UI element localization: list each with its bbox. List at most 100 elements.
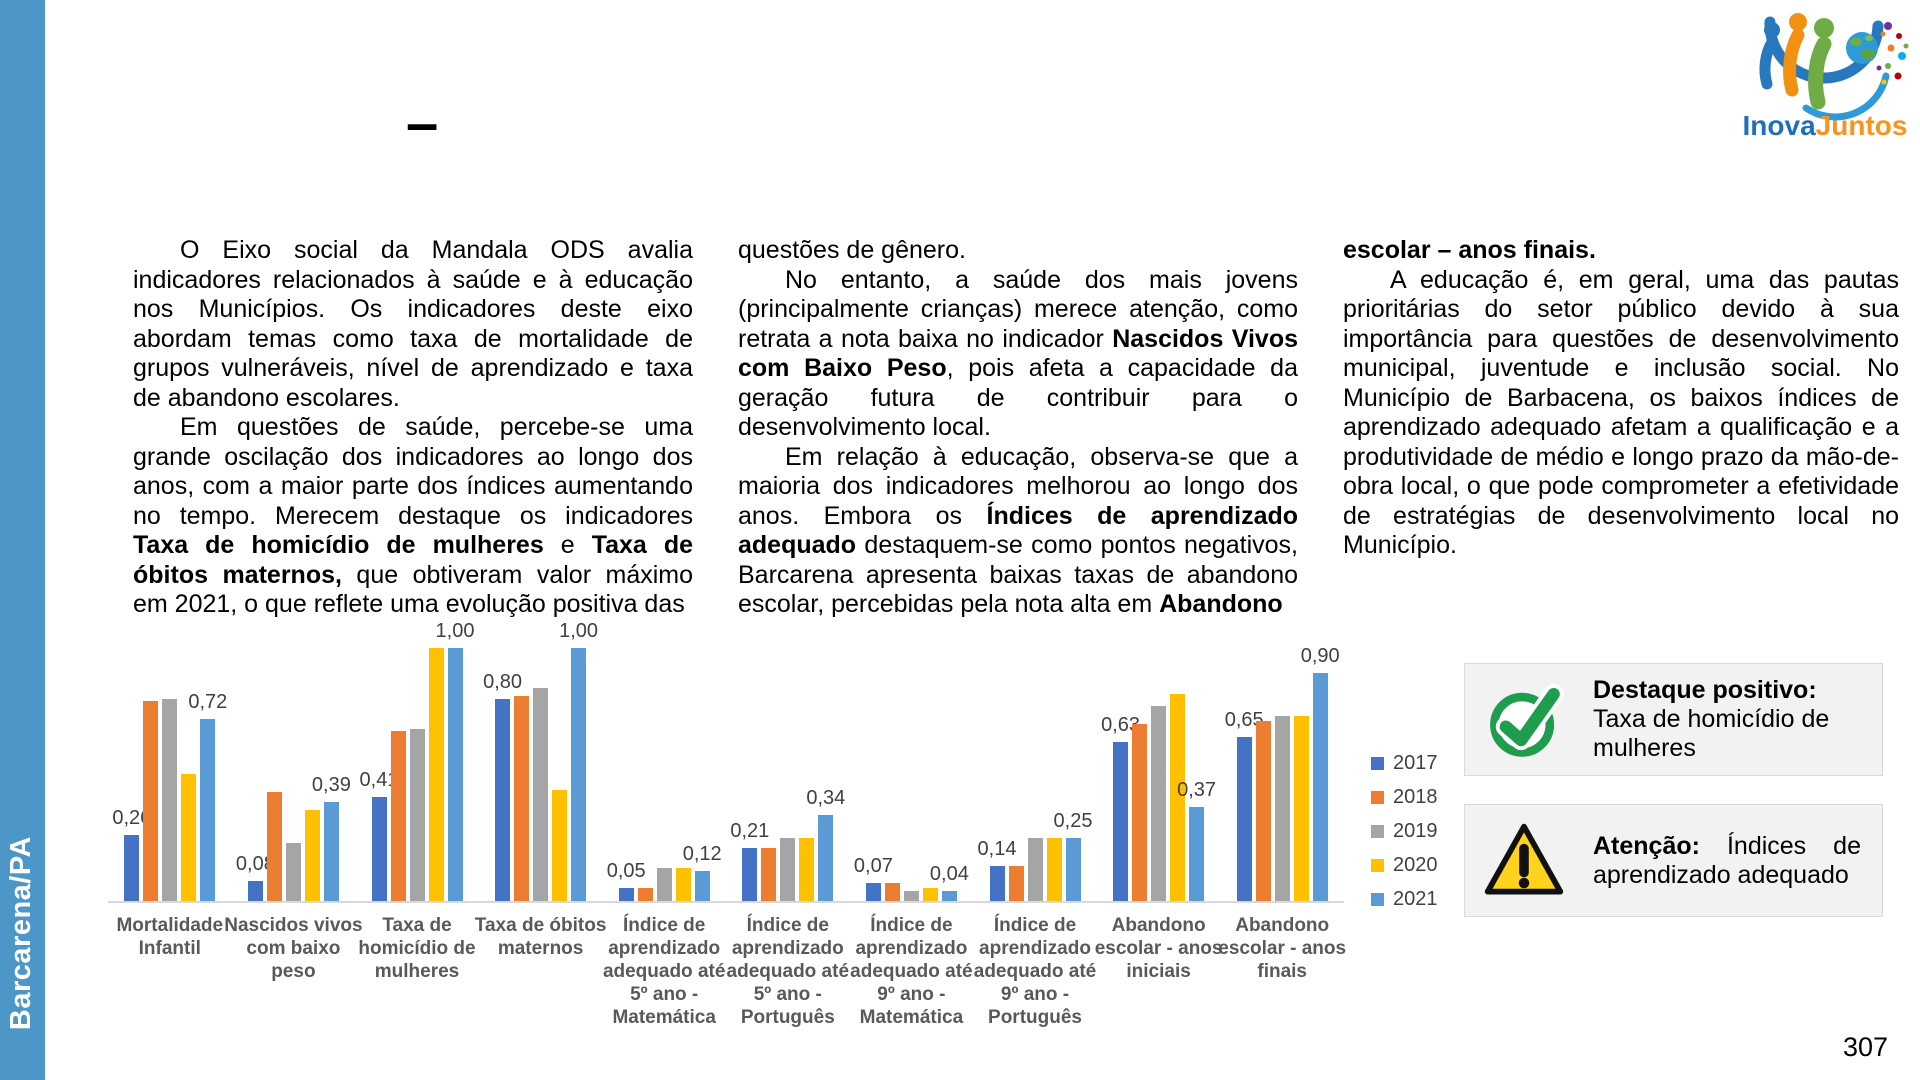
bar-2021-cat1 [323, 802, 339, 901]
bar-2020-cat2 [428, 648, 444, 901]
bar-2019-cat3 [533, 688, 549, 901]
bar-2019-cat2 [409, 729, 425, 901]
callout-title: Destaque positivo: [1593, 676, 1817, 704]
bar-2020-cat9 [1293, 716, 1309, 901]
warning-triangle-icon [1484, 823, 1564, 894]
bar-value-label: 0,34 [806, 787, 846, 809]
bar-2018-cat1 [266, 792, 282, 901]
legend-item-2021: 2021 [1371, 882, 1438, 916]
bar-2020-cat8 [1170, 694, 1186, 901]
bar-2020-cat5 [799, 838, 815, 901]
text-run: No entanto, a saúde dos mais jovens (pri… [738, 265, 1298, 353]
text-run: e [543, 531, 592, 559]
legend-label: 2019 [1393, 819, 1438, 842]
logo-globe-icon [1846, 32, 1878, 64]
category-label: Índice de aprendizado adequado até 9º an… [973, 915, 1097, 1028]
bar-2018-cat4 [637, 888, 653, 901]
attention-text: Atenção: Índices de aprendizado adequado [1593, 832, 1861, 890]
category-label: Índice de aprendizado adequado até 9º an… [850, 915, 973, 1028]
bar-2018-cat2 [390, 731, 406, 901]
category-label: Taxa de óbitos maternos [474, 915, 607, 959]
category-label: Índice de aprendizado adequado até 5º an… [726, 915, 850, 1028]
bold-text-run: Abandono [1159, 590, 1283, 618]
text-run: Em questões de saúde, percebe-se uma gra… [133, 413, 693, 530]
paragraph: escolar – anos finais. [1343, 236, 1899, 266]
bar-2020-cat3 [552, 790, 568, 901]
bar-2019-cat1 [285, 843, 301, 901]
text-run: O Eixo social da Mandala ODS avalia indi… [133, 236, 693, 412]
category-label: Taxa de homicídio de mulheres [358, 915, 476, 982]
bar-2017-cat9 [1236, 737, 1252, 901]
bar-2020-cat1 [304, 810, 320, 901]
bar-2021-cat4 [694, 871, 710, 901]
left-sidebar: Barcarena/PA [0, 0, 45, 1080]
bar-2017-cat3 [495, 699, 511, 901]
bar-2017-cat6 [865, 883, 881, 901]
bar-2021-cat0 [200, 719, 216, 901]
paragraph: questões de gênero. [738, 236, 1298, 266]
bold-text-run: Índices de aprendizado adequado [738, 501, 1299, 560]
legend-swatch-icon [1371, 790, 1384, 804]
bar-2019-cat0 [162, 699, 178, 901]
bar-2017-cat4 [618, 888, 634, 901]
inovajuntos-logo: InovaJuntos [1743, 13, 1909, 141]
legend-swatch-icon [1371, 824, 1384, 838]
bar-2020-cat4 [675, 868, 691, 901]
bar-value-label: 0,37 [1177, 779, 1217, 801]
bar-value-label: 1,00 [435, 620, 475, 642]
bar-2018-cat9 [1255, 721, 1271, 901]
bar-2018-cat6 [884, 883, 900, 901]
bar-value-label: 0,72 [188, 691, 228, 713]
bar-value-label: 0,14 [977, 838, 1017, 860]
bar-2020-cat0 [181, 774, 197, 901]
municipality-label: Barcarena/PA [5, 835, 37, 1030]
bar-2019-cat5 [780, 838, 796, 901]
bar-2020-cat6 [922, 888, 938, 901]
bold-text-run: Taxa de óbitos maternos, [133, 531, 694, 589]
bar-2019-cat9 [1274, 716, 1290, 901]
text-run: Em relação à educação, observa-se que a … [738, 442, 1298, 530]
bar-2018-cat3 [514, 696, 530, 901]
bar-value-label: 0,65 [1224, 709, 1264, 731]
legend-item-2018: 2018 [1371, 780, 1438, 814]
category-label: Abandono escolar - anos iniciais [1094, 915, 1223, 982]
callout-title: Atenção: [1593, 831, 1700, 860]
check-circle-icon [1490, 683, 1564, 757]
callout-body: Taxa de homicídio de mulheres [1593, 705, 1830, 762]
bar-value-label: 0,25 [1053, 810, 1093, 832]
bar-2021-cat2 [447, 648, 463, 901]
title-dash: – [406, 91, 439, 156]
bar-2017-cat5 [742, 848, 758, 901]
paragraph: Em relação à educação, observa-se que a … [738, 443, 1298, 620]
bar-2018-cat7 [1008, 866, 1024, 901]
legend-swatch-icon [1371, 756, 1384, 770]
bar-value-label: 1,00 [559, 620, 599, 642]
bar-value-label: 0,05 [606, 860, 646, 882]
bar-chart-plot: 0,26 0,72 0,08 0,39 0,41 1,00 0,80 1,00 0,05 0,12… [108, 620, 1344, 903]
text-run: destaquem-se como pontos negativos, Barc… [738, 531, 1298, 618]
category-label: Mortalidade Infantil [116, 915, 224, 959]
logo-people-icon [1759, 13, 1834, 110]
bar-value-label: 0,39 [311, 774, 351, 796]
category-label: Abandono escolar - anos finais [1218, 915, 1347, 982]
bar-value-label: 0,26 [112, 807, 152, 829]
legend-label: 2020 [1393, 853, 1438, 876]
attention-box: Atenção: Índices de aprendizado adequado [1464, 804, 1883, 917]
bar-2017-cat8 [1113, 742, 1129, 901]
bar-2017-cat0 [124, 835, 140, 901]
bar-2018-cat8 [1132, 724, 1148, 901]
legend-label: 2017 [1393, 751, 1438, 774]
text-run: A educação é, em geral, uma das pautas p… [1343, 265, 1899, 560]
bar-2021-cat7 [1065, 838, 1081, 901]
paragraph: Em questões de saúde, percebe-se uma gra… [133, 413, 693, 620]
text-column-2: questões de gênero. No entanto, a saúde d… [738, 236, 1298, 620]
legend-swatch-icon [1371, 892, 1384, 906]
bar-value-label: 0,90 [1300, 645, 1340, 667]
text-run: , pois afeta a capacidade da geração fut… [738, 354, 1298, 441]
bar-2021-cat3 [571, 648, 587, 901]
bar-2021-cat5 [818, 815, 834, 901]
category-label: Índice de aprendizado adequado até 5º an… [602, 915, 726, 1028]
bar-value-label: 0,80 [483, 671, 523, 693]
bar-value-label: 0,63 [1101, 714, 1141, 736]
bar-2017-cat2 [371, 797, 387, 901]
